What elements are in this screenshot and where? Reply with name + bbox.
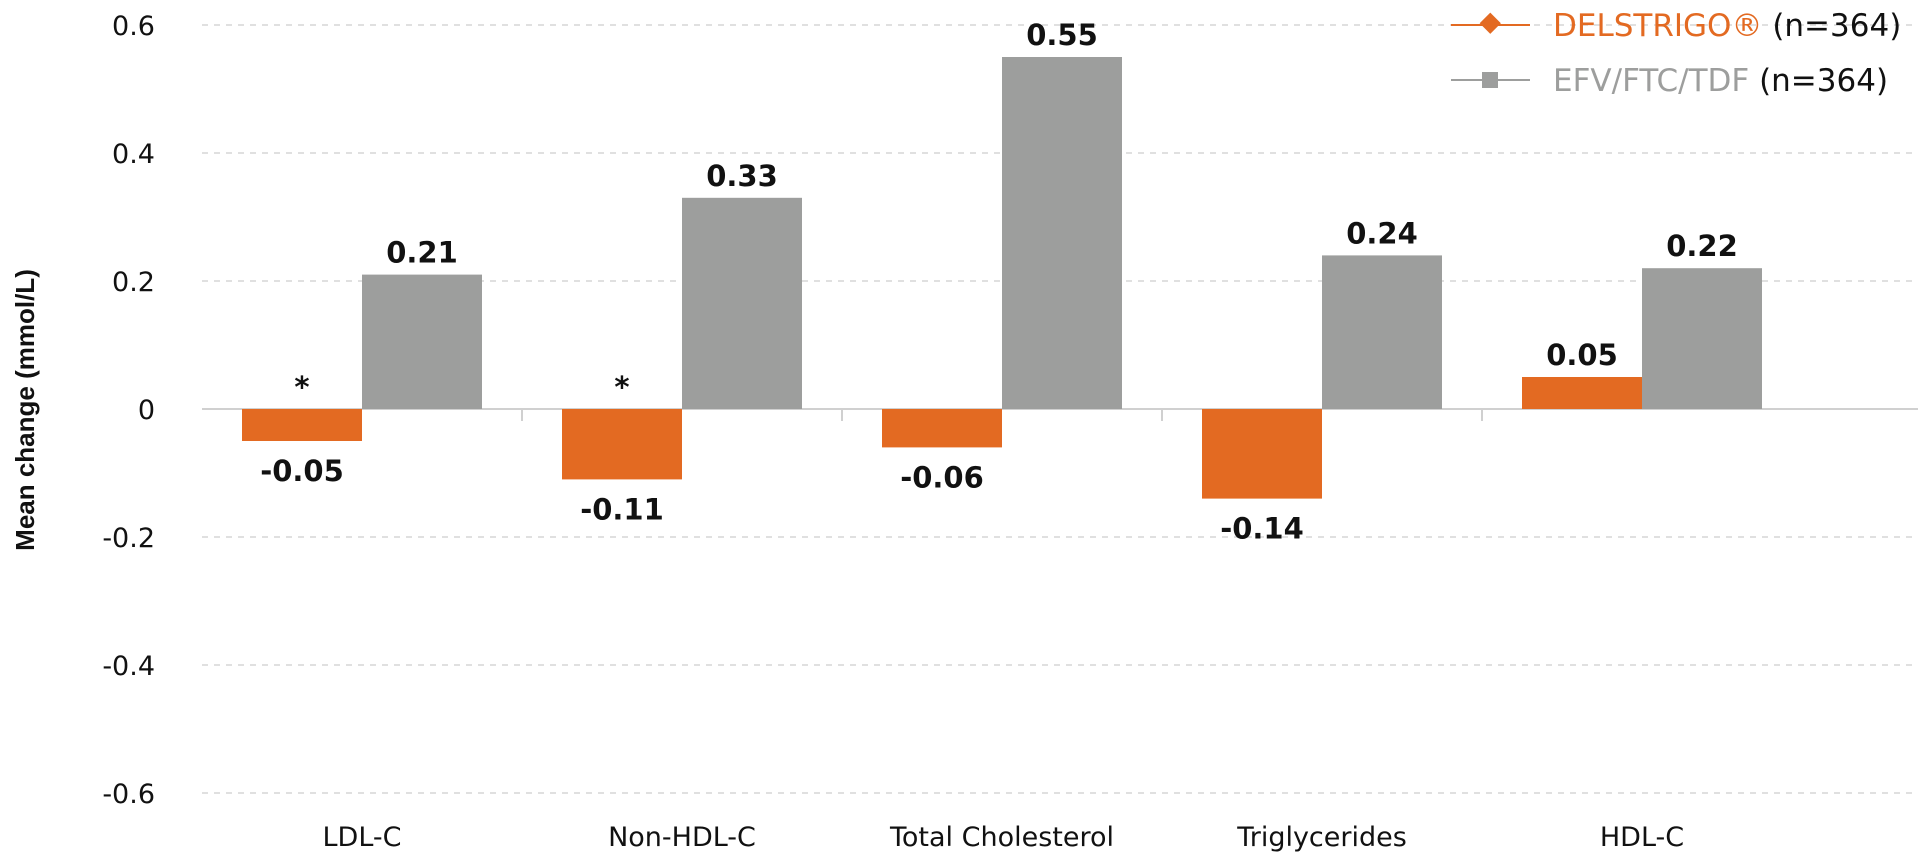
data-label: -0.06	[900, 460, 984, 494]
significance-asterisk: *	[294, 370, 309, 404]
bars: -0.05 0.21 -0.11 0.33 -0.06 0.55 -0.14 0.24 0.05…	[242, 18, 1762, 546]
category-label: HDL-C	[1600, 822, 1684, 853]
data-label: -0.05	[260, 454, 344, 488]
y-tick-label: -0.6	[102, 779, 155, 810]
y-axis-title: Mean change (mmol/L)	[10, 269, 40, 551]
legend: DELSTRIGO® (n=364) EFV/FTC/TDF (n=364)	[1451, 8, 1901, 99]
category-label: Total Cholesterol	[889, 822, 1114, 853]
bar-non-hdl-c-series-1	[682, 197, 802, 409]
significance-asterisk: *	[614, 370, 629, 404]
y-tick-label: 0.4	[112, 139, 155, 170]
bar-non-hdl-c-series-0	[562, 409, 682, 480]
data-label: -0.14	[1220, 512, 1304, 546]
legend-item-delstrigo: DELSTRIGO® (n=364)	[1553, 8, 1901, 44]
y-tick-label: 0.2	[112, 267, 155, 298]
bar-total-cholesterol-series-0	[882, 409, 1002, 448]
bar-hdl-c-series-0	[1522, 377, 1642, 409]
category-label: Triglycerides	[1236, 822, 1407, 853]
y-axis-ticks: 0.6 0.4 0.2 0 -0.2 -0.4 -0.6	[102, 11, 155, 810]
y-tick-label: -0.4	[102, 651, 155, 682]
bar-ldl-c-series-1	[362, 274, 482, 409]
diamond-marker-icon	[1479, 12, 1501, 34]
data-label: 0.21	[386, 236, 458, 270]
y-tick-label: 0.6	[112, 11, 155, 42]
y-tick-label: -0.2	[102, 523, 155, 554]
category-label: LDL-C	[323, 822, 402, 853]
data-label: 0.33	[706, 159, 778, 193]
data-label: 0.05	[1546, 338, 1618, 372]
data-label: 0.55	[1026, 18, 1098, 52]
x-axis-categories: LDL-C Non-HDL-C Total Cholesterol Triglycer…	[323, 822, 1685, 853]
legend-item-efv: EFV/FTC/TDF (n=364)	[1553, 63, 1888, 99]
bar-triglycerides-series-0	[1202, 409, 1322, 499]
data-label: 0.22	[1666, 229, 1738, 263]
bar-hdl-c-series-1	[1642, 268, 1762, 409]
data-label: -0.11	[580, 492, 664, 526]
data-label: 0.24	[1346, 216, 1418, 250]
y-tick-label: 0	[138, 395, 155, 426]
square-marker-icon	[1482, 72, 1498, 88]
bar-ldl-c-series-0	[242, 409, 362, 441]
bar-total-cholesterol-series-1	[1002, 57, 1122, 409]
category-label: Non-HDL-C	[608, 822, 756, 853]
bar-triglycerides-series-1	[1322, 255, 1442, 409]
